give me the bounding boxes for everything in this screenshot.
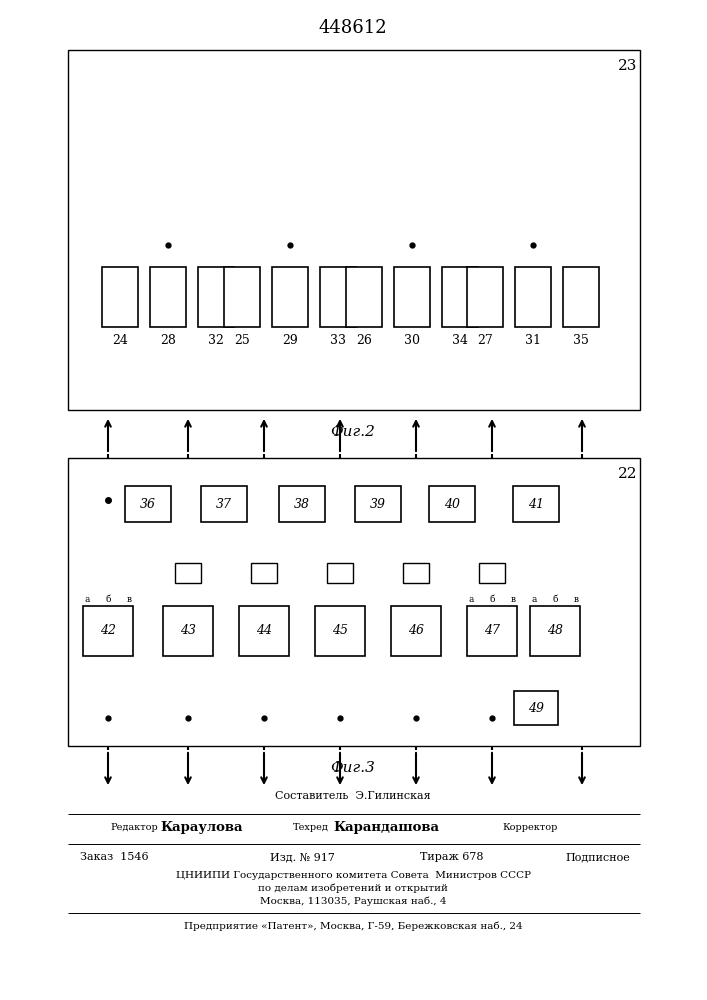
- Bar: [272, 267, 308, 327]
- Text: 32: 32: [208, 334, 224, 347]
- Text: б: б: [489, 594, 495, 603]
- Text: 44: 44: [256, 624, 272, 638]
- Bar: [515, 267, 551, 327]
- Bar: [327, 563, 353, 583]
- Text: б: б: [105, 594, 111, 603]
- Text: 27: 27: [477, 334, 493, 347]
- Bar: [239, 606, 289, 656]
- Text: 48: 48: [547, 624, 563, 638]
- Text: 38: 38: [294, 497, 310, 510]
- Text: Карандашова: Карандашова: [333, 822, 439, 834]
- Text: Техред: Техред: [293, 824, 329, 832]
- Bar: [320, 267, 356, 327]
- Text: 43: 43: [180, 624, 196, 638]
- Text: Фиг.2: Фиг.2: [331, 425, 375, 439]
- Bar: [102, 267, 138, 327]
- Text: Фиг.3: Фиг.3: [331, 761, 375, 775]
- Bar: [279, 486, 325, 522]
- Text: ЦНИИПИ Государственного комитета Совета  Министров СССР: ЦНИИПИ Государственного комитета Совета …: [175, 870, 530, 880]
- Bar: [391, 606, 441, 656]
- Bar: [163, 606, 213, 656]
- Text: Москва, 113035, Раушская наб., 4: Москва, 113035, Раушская наб., 4: [259, 896, 446, 906]
- Text: 40: 40: [444, 497, 460, 510]
- Text: 49: 49: [528, 702, 544, 714]
- Bar: [563, 267, 599, 327]
- Text: a: a: [532, 594, 537, 603]
- Text: 29: 29: [282, 334, 298, 347]
- Text: 47: 47: [484, 624, 500, 638]
- Bar: [442, 267, 478, 327]
- Bar: [125, 486, 171, 522]
- Text: б: б: [552, 594, 558, 603]
- Text: Предприятие «Патент», Москва, Г-59, Бережковская наб., 24: Предприятие «Патент», Москва, Г-59, Бере…: [184, 921, 522, 931]
- Bar: [68, 458, 640, 746]
- Bar: [467, 606, 517, 656]
- Text: 23: 23: [619, 59, 638, 73]
- Text: 41: 41: [528, 497, 544, 510]
- Bar: [429, 486, 475, 522]
- Text: 37: 37: [216, 497, 232, 510]
- Bar: [346, 267, 382, 327]
- Text: в: в: [573, 594, 578, 603]
- Bar: [201, 486, 247, 522]
- Text: 34: 34: [452, 334, 468, 347]
- Text: 42: 42: [100, 624, 116, 638]
- Text: 31: 31: [525, 334, 541, 347]
- Text: 24: 24: [112, 334, 128, 347]
- Text: 25: 25: [234, 334, 250, 347]
- Text: 46: 46: [408, 624, 424, 638]
- Bar: [530, 606, 580, 656]
- Text: в: в: [510, 594, 515, 603]
- Bar: [150, 267, 186, 327]
- Text: 39: 39: [370, 497, 386, 510]
- Text: 45: 45: [332, 624, 348, 638]
- Text: в: в: [127, 594, 132, 603]
- Text: 26: 26: [356, 334, 372, 347]
- Bar: [315, 606, 365, 656]
- Text: Составитель  Э.Гилинская: Составитель Э.Гилинская: [275, 791, 431, 801]
- Text: 22: 22: [618, 467, 638, 481]
- Bar: [479, 563, 505, 583]
- Bar: [251, 563, 277, 583]
- Text: Тираж 678: Тираж 678: [420, 852, 484, 862]
- Text: Подписное: Подписное: [565, 852, 630, 862]
- Text: 448612: 448612: [319, 19, 387, 37]
- Bar: [403, 563, 429, 583]
- Text: Изд. № 917: Изд. № 917: [270, 852, 335, 862]
- Text: Заказ  1546: Заказ 1546: [80, 852, 148, 862]
- Text: a: a: [468, 594, 474, 603]
- Text: Корректор: Корректор: [502, 824, 557, 832]
- Text: 30: 30: [404, 334, 420, 347]
- Text: 36: 36: [140, 497, 156, 510]
- Bar: [198, 267, 234, 327]
- Text: Редактор: Редактор: [110, 824, 158, 832]
- Bar: [224, 267, 260, 327]
- Bar: [175, 563, 201, 583]
- Bar: [514, 691, 558, 725]
- Bar: [355, 486, 401, 522]
- Bar: [68, 50, 640, 410]
- Bar: [394, 267, 430, 327]
- Bar: [513, 486, 559, 522]
- Text: 35: 35: [573, 334, 589, 347]
- Text: 33: 33: [330, 334, 346, 347]
- Bar: [467, 267, 503, 327]
- Text: a: a: [84, 594, 90, 603]
- Text: Караулова: Караулова: [160, 822, 243, 834]
- Bar: [83, 606, 133, 656]
- Text: по делам изобретений и открытий: по делам изобретений и открытий: [258, 883, 448, 893]
- Text: 28: 28: [160, 334, 176, 347]
